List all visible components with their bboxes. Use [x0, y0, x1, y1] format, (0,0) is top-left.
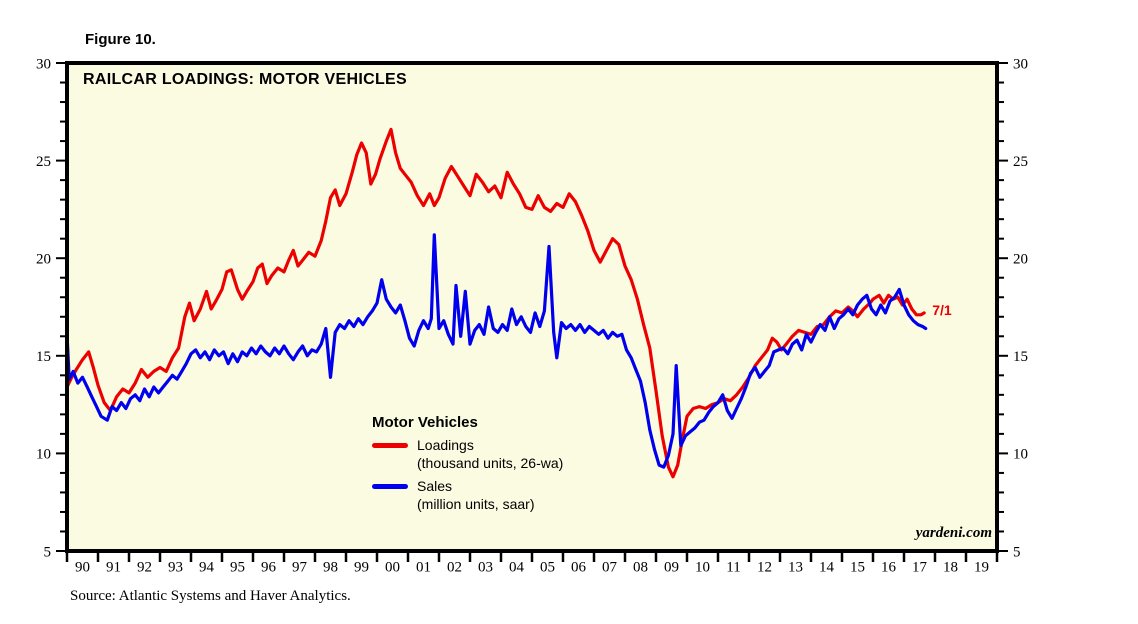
- x-axis-tick-label: 13: [788, 559, 803, 575]
- y-axis-tick-label-right: 30: [1013, 56, 1028, 72]
- loadings-line: [67, 127, 926, 479]
- x-axis-tick-label: 18: [943, 559, 958, 575]
- legend-sublabel-sales: (million units, saar): [417, 496, 535, 512]
- x-axis-tick-label: 17: [912, 559, 928, 575]
- y-axis-tick-label-left: 15: [36, 349, 51, 365]
- x-axis-tick-label: 08: [633, 559, 648, 575]
- x-axis-tick-label: 16: [881, 559, 897, 575]
- y-axis-tick-label-left: 30: [36, 56, 51, 72]
- x-axis-tick-label: 14: [819, 559, 835, 575]
- latest-value-annotation: 7/1: [932, 301, 952, 318]
- x-axis-tick-label: 96: [261, 559, 277, 575]
- plot-border: [65, 61, 999, 553]
- source-note: Source: Atlantic Systems and Haver Analy…: [70, 588, 351, 604]
- x-axis-tick-label: 15: [850, 559, 865, 575]
- x-axis-tick-label: 05: [540, 559, 555, 575]
- x-axis-tick-label: 12: [757, 559, 772, 575]
- x-axis-tick-label: 07: [602, 559, 618, 575]
- y-axis-tick-label-right: 25: [1013, 154, 1028, 170]
- x-axis-tick-label: 11: [726, 559, 740, 575]
- legend-label-sales: Sales: [417, 478, 453, 494]
- x-axis-tick-label: 91: [106, 559, 121, 575]
- x-axis-tick-label: 19: [974, 559, 989, 575]
- y-axis-tick-label-right: 15: [1013, 349, 1028, 365]
- legend-entry-loadings: Loadings (thousand units, 26-wa): [372, 436, 563, 472]
- x-axis-tick-label: 93: [168, 559, 183, 575]
- chart-title: RAILCAR LOADINGS: MOTOR VEHICLES: [83, 71, 407, 88]
- x-axis-tick-label: 99: [354, 559, 369, 575]
- x-axis-tick-label: 02: [447, 559, 462, 575]
- figure-label: Figure 10.: [85, 31, 156, 48]
- x-axis-tick-label: 10: [695, 559, 710, 575]
- legend: Motor Vehicles Loadings (thousand units,…: [372, 414, 563, 513]
- x-axis-tick-label: 90: [75, 559, 90, 575]
- x-axis-tick-label: 09: [664, 559, 679, 575]
- x-axis-tick-label: 01: [416, 559, 431, 575]
- series-group: [67, 127, 928, 479]
- x-axis-tick-label: 98: [323, 559, 338, 575]
- legend-entry-sales: Sales (million units, saar): [372, 477, 563, 513]
- legend-sublabel-loadings: (thousand units, 26-wa): [417, 455, 564, 471]
- y-axis-tick-label-left: 5: [44, 544, 52, 560]
- y-axis-tick-label-right: 5: [1013, 544, 1021, 560]
- sales-line: [67, 233, 928, 469]
- legend-label-loadings: Loadings: [417, 437, 474, 453]
- x-axis-tick-label: 92: [137, 559, 152, 575]
- legend-swatch-loadings: [372, 443, 408, 448]
- plot-background: [67, 63, 997, 551]
- x-axis-tick-label: 06: [571, 559, 587, 575]
- y-axis-tick-label-right: 20: [1013, 251, 1028, 267]
- x-axis-tick-label: 04: [509, 559, 525, 575]
- x-axis-tick-label: 00: [385, 559, 400, 575]
- x-axis-tick-label: 94: [199, 559, 215, 575]
- legend-swatch-sales: [372, 484, 408, 489]
- watermark: yardeni.com: [915, 525, 992, 541]
- y-axis-tick-label-left: 25: [36, 154, 51, 170]
- y-axis-tick-label-left: 20: [36, 251, 51, 267]
- legend-title: Motor Vehicles: [372, 414, 478, 431]
- x-axis-tick-label: 95: [230, 559, 245, 575]
- y-axis-tick-label-right: 10: [1013, 447, 1028, 463]
- x-axis-tick-label: 03: [478, 559, 493, 575]
- x-axis-tick-label: 97: [292, 559, 308, 575]
- y-axis-tick-label-left: 10: [36, 447, 51, 463]
